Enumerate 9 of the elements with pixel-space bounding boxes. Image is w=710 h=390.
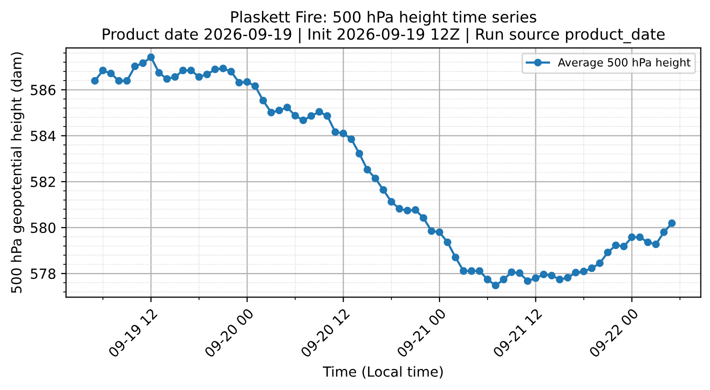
- y-tick-label: 580: [30, 222, 56, 234]
- y-axis-title: 500 hPa geopotential height (dam): [10, 52, 24, 293]
- chart-title: Plaskett Fire: 500 hPa height time series Product date 2026-09-19 | Init 2026-09-19 12Z | Run source product_date: [102, 10, 665, 44]
- legend-label: Average 500 hPa height: [558, 58, 691, 69]
- y-tick-label: 586: [30, 84, 56, 96]
- y-tick-label: 578: [30, 268, 56, 279]
- x-axis-title: Time (Local time): [322, 366, 443, 379]
- y-tick-label: 584: [30, 130, 56, 142]
- y-tick-label: 582: [30, 176, 55, 188]
